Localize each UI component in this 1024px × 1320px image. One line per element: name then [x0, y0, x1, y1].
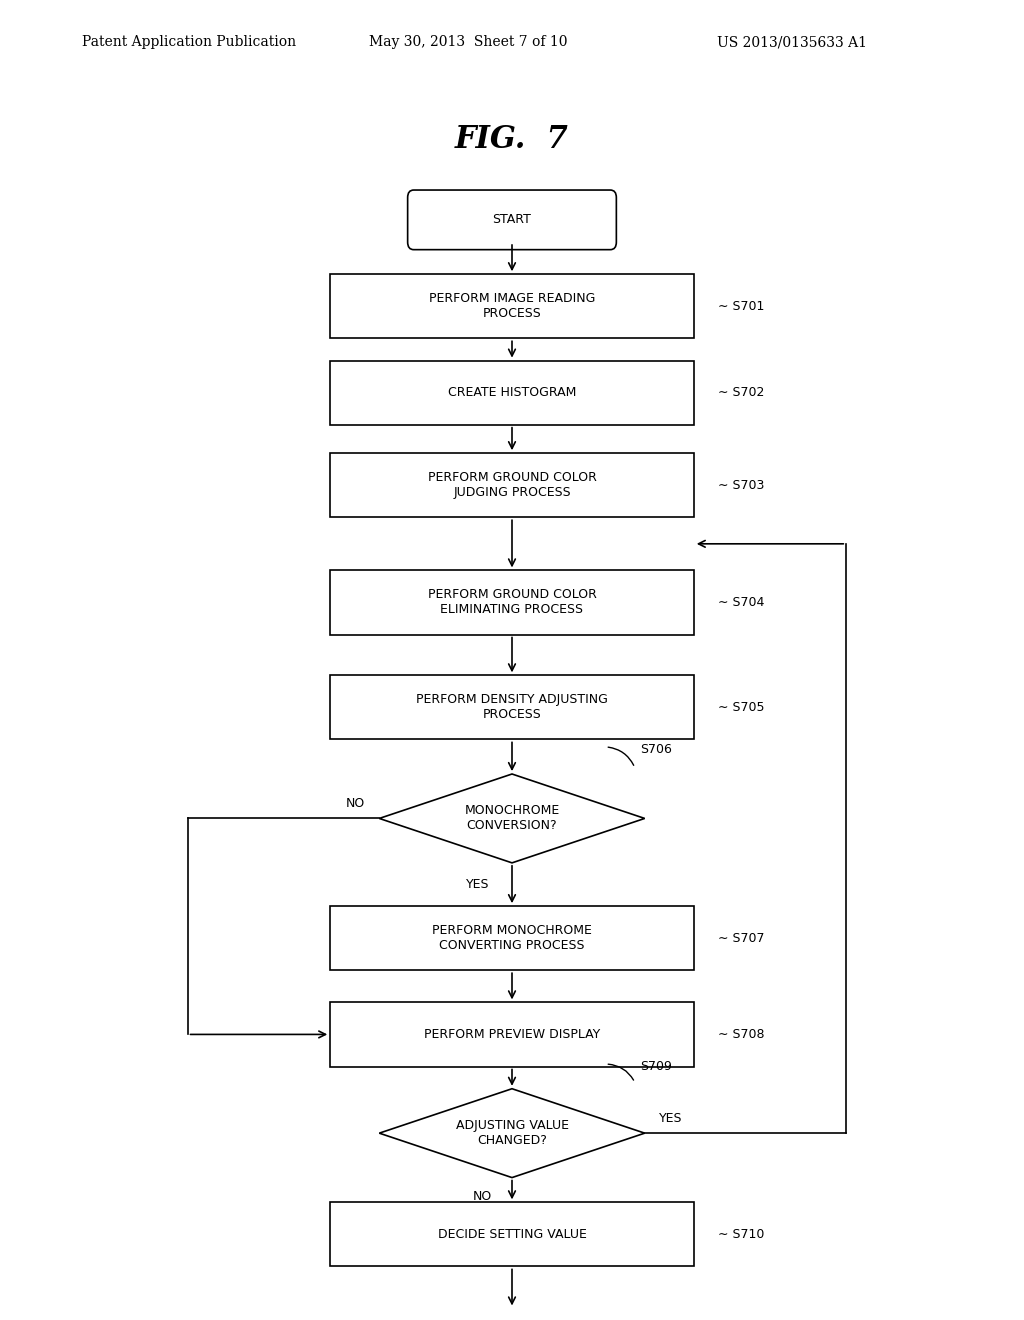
- Text: May 30, 2013  Sheet 7 of 10: May 30, 2013 Sheet 7 of 10: [369, 36, 567, 49]
- Text: NO: NO: [345, 797, 365, 810]
- Text: PERFORM PREVIEW DISPLAY: PERFORM PREVIEW DISPLAY: [424, 1028, 600, 1041]
- Text: CREATE HISTOGRAM: CREATE HISTOGRAM: [447, 387, 577, 399]
- Text: START: START: [493, 214, 531, 226]
- FancyBboxPatch shape: [330, 275, 694, 338]
- Text: ∼ S701: ∼ S701: [719, 300, 765, 313]
- Text: PERFORM DENSITY ADJUSTING
PROCESS: PERFORM DENSITY ADJUSTING PROCESS: [416, 693, 608, 721]
- Text: ∼ S702: ∼ S702: [719, 387, 765, 399]
- FancyBboxPatch shape: [330, 360, 694, 425]
- FancyBboxPatch shape: [330, 570, 694, 635]
- Polygon shape: [379, 774, 645, 863]
- Text: DECIDE SETTING VALUE: DECIDE SETTING VALUE: [437, 1228, 587, 1241]
- Text: YES: YES: [659, 1111, 683, 1125]
- Text: YES: YES: [466, 878, 489, 891]
- Text: US 2013/0135633 A1: US 2013/0135633 A1: [717, 36, 866, 49]
- FancyBboxPatch shape: [330, 453, 694, 517]
- Text: S706: S706: [640, 743, 672, 756]
- Text: PERFORM GROUND COLOR
JUDGING PROCESS: PERFORM GROUND COLOR JUDGING PROCESS: [428, 471, 596, 499]
- FancyBboxPatch shape: [330, 1203, 694, 1266]
- Text: ∼ S707: ∼ S707: [719, 932, 765, 945]
- Text: ADJUSTING VALUE
CHANGED?: ADJUSTING VALUE CHANGED?: [456, 1119, 568, 1147]
- Text: S709: S709: [640, 1060, 672, 1073]
- Text: PERFORM MONOCHROME
CONVERTING PROCESS: PERFORM MONOCHROME CONVERTING PROCESS: [432, 924, 592, 952]
- Text: ∼ S703: ∼ S703: [719, 479, 765, 491]
- Text: PERFORM GROUND COLOR
ELIMINATING PROCESS: PERFORM GROUND COLOR ELIMINATING PROCESS: [428, 589, 596, 616]
- Text: ∼ S704: ∼ S704: [719, 595, 765, 609]
- Text: PERFORM IMAGE READING
PROCESS: PERFORM IMAGE READING PROCESS: [429, 292, 595, 321]
- Text: ∼ S705: ∼ S705: [719, 701, 765, 714]
- Text: ∼ S710: ∼ S710: [719, 1228, 765, 1241]
- FancyBboxPatch shape: [408, 1300, 616, 1320]
- FancyBboxPatch shape: [330, 906, 694, 970]
- Text: ∼ S708: ∼ S708: [719, 1028, 765, 1041]
- FancyBboxPatch shape: [330, 676, 694, 739]
- Text: FIG.  7: FIG. 7: [455, 124, 569, 156]
- Text: MONOCHROME
CONVERSION?: MONOCHROME CONVERSION?: [464, 804, 560, 833]
- FancyBboxPatch shape: [330, 1002, 694, 1067]
- Text: Patent Application Publication: Patent Application Publication: [82, 36, 296, 49]
- Text: NO: NO: [473, 1189, 493, 1203]
- FancyBboxPatch shape: [408, 190, 616, 249]
- Polygon shape: [379, 1089, 645, 1177]
